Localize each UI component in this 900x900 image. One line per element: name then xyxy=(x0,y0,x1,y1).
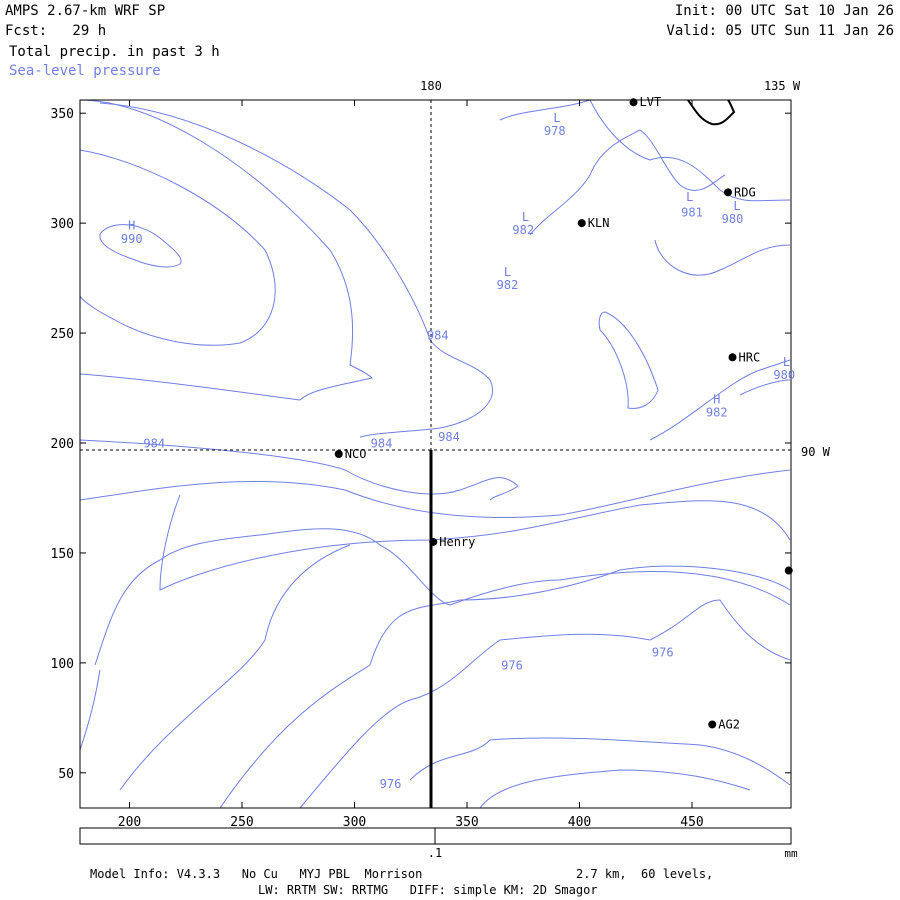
station-marker xyxy=(724,188,732,197)
model-title: AMPS 2.67-km WRF SP xyxy=(5,3,166,19)
y-tick-label: 50 xyxy=(58,767,74,782)
init-time: Init: 00 UTC Sat 10 Jan 26 xyxy=(674,3,894,19)
contour-high-ring-2 xyxy=(79,99,373,401)
pressure-label: 982 xyxy=(706,406,728,420)
pressure-center-label: L xyxy=(733,199,740,213)
pressure-label: 982 xyxy=(497,278,519,292)
station-label: HRC xyxy=(739,350,761,364)
pressure-contours xyxy=(79,99,791,809)
graticule-labels: 180 135 W 90 W xyxy=(420,79,831,459)
valid-time: Valid: 05 UTC Sun 11 Jan 26 xyxy=(666,23,894,39)
station-marker xyxy=(708,720,717,729)
pressure-label: 984 xyxy=(371,436,393,450)
pressure-center-label: L xyxy=(783,355,790,369)
contour-south-3 xyxy=(94,528,791,666)
contour-kln xyxy=(529,129,726,236)
station-label: RDG xyxy=(734,185,756,199)
pressure-label: 984 xyxy=(143,436,165,450)
contour-976 xyxy=(119,544,351,791)
x-axis: 200 250 300 350 400 450 xyxy=(118,100,704,830)
map-frame xyxy=(79,99,792,809)
y-tick-label: 250 xyxy=(51,327,74,342)
y-tick-label: 200 xyxy=(51,437,74,452)
colorbar-tick-label: .1 xyxy=(428,846,442,860)
longitude-label: 180 xyxy=(420,79,442,93)
y-tick-label: 150 xyxy=(51,547,74,562)
x-tick-label: 400 xyxy=(568,815,591,830)
pressure-label: 976 xyxy=(652,645,674,659)
contour-high-center xyxy=(99,224,182,268)
contour-hrc-inner xyxy=(739,379,791,396)
pressure-center-label: L xyxy=(504,265,511,279)
contour-hrc xyxy=(649,359,791,441)
y-tick-label: 100 xyxy=(51,657,74,672)
contour-ne-loop xyxy=(654,239,791,276)
model-physics: LW: RRTM SW: RRTMG DIFF: simple KM: 2D S… xyxy=(258,883,598,897)
coastline xyxy=(687,99,736,126)
pressure-label: 984 xyxy=(438,430,460,444)
station-label: AG2 xyxy=(718,717,740,731)
pressure-center-label: L xyxy=(686,190,693,204)
contour-west xyxy=(79,669,101,751)
station-label: KLN xyxy=(588,216,610,230)
contour-finger xyxy=(598,311,659,409)
contour-976-b xyxy=(219,565,791,809)
field-title: Total precip. in past 3 h xyxy=(9,44,220,60)
x-tick-label: 200 xyxy=(118,815,141,830)
pressure-center-label: H xyxy=(713,392,720,406)
pressure-labels: 990 978 981 980 982 982 984 980 982 984 984 984 976 9… xyxy=(121,111,795,791)
station-label: NCO xyxy=(345,447,367,461)
station-marker xyxy=(784,566,793,575)
station-label: Henry xyxy=(439,535,475,549)
pressure-label: 982 xyxy=(512,223,534,237)
y-tick-label: 300 xyxy=(51,217,74,232)
pressure-label: 980 xyxy=(773,368,795,382)
longitude-label: 135 W xyxy=(764,79,801,93)
contour-south-1 xyxy=(79,469,791,518)
pressure-label: 984 xyxy=(427,329,449,343)
station-marker xyxy=(334,450,343,458)
pressure-label: 981 xyxy=(681,206,703,220)
station-label: LVT xyxy=(640,95,662,109)
y-axis: 50 100 150 200 250 300 350 xyxy=(51,107,791,782)
station-marker xyxy=(429,537,438,546)
pressure-label: 976 xyxy=(501,658,523,672)
x-tick-label: 250 xyxy=(230,815,253,830)
model-info: Model Info: V4.3.3 No Cu MYJ PBL Morriso… xyxy=(90,867,423,881)
y-tick-label: 350 xyxy=(51,107,74,122)
x-tick-label: 300 xyxy=(343,815,366,830)
pressure-center-label: L xyxy=(553,111,560,125)
x-tick-label: 350 xyxy=(455,815,478,830)
contour-984 xyxy=(99,102,493,438)
pressure-label: 978 xyxy=(544,124,566,138)
contour-976-c xyxy=(299,599,791,809)
stations: LVT RDG KLN HRC NCO Henry AG2 xyxy=(334,95,793,731)
pressure-center-label: L xyxy=(522,210,529,224)
latitude-label: 90 W xyxy=(801,445,831,459)
contour-high-ring-1 xyxy=(79,149,276,346)
pressure-label: 990 xyxy=(121,232,143,246)
contour-976-e xyxy=(479,769,751,809)
station-marker xyxy=(577,219,586,228)
forecast-hour: Fcst: 29 h xyxy=(5,23,107,39)
station-marker xyxy=(629,98,638,107)
contour-976-d xyxy=(409,737,791,786)
pressure-center-label: H xyxy=(128,219,135,233)
pressure-label: 976 xyxy=(380,777,402,791)
colorbar-units: mm xyxy=(784,847,798,860)
pressure-label: 980 xyxy=(722,212,744,226)
model-resolution: 2.7 km, 60 levels, xyxy=(576,867,714,881)
x-tick-label: 450 xyxy=(680,815,703,830)
overlay-title: Sea-level pressure xyxy=(9,63,161,79)
contour-north-east xyxy=(499,99,791,202)
station-marker xyxy=(728,353,737,362)
